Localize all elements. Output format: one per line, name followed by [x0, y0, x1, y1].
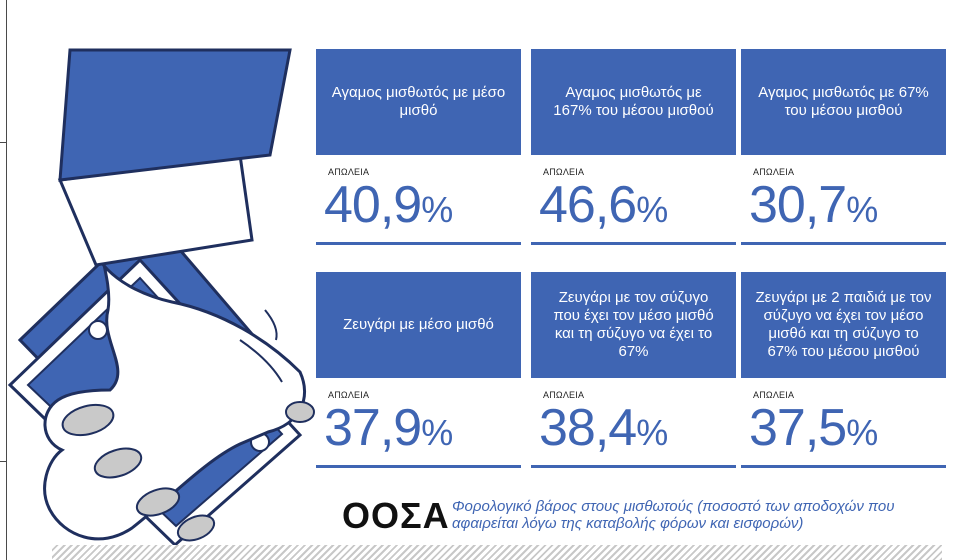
card-unit: %: [421, 189, 453, 230]
card-label: ΑΠΩΛΕΙΑ: [753, 390, 795, 400]
card-rule: [316, 242, 521, 245]
card-title: Ζευγάρι με 2 παιδιά με τον σύζυγο να έχε…: [741, 272, 946, 378]
card-unit: %: [846, 412, 878, 453]
card-title: Αγαμος μισθωτός με 67% του μέσου μισθού: [741, 49, 946, 155]
card-unit: %: [846, 189, 878, 230]
hatched-footer-band: [52, 545, 942, 560]
card-title: Αγαμος μισθωτός με μέσο μισθό: [316, 49, 521, 155]
card-label: ΑΠΩΛΕΙΑ: [543, 167, 585, 177]
card-number: 30,7: [749, 176, 847, 234]
card-title: Αγαμος μισθωτός με 167% του μέσου μισθού: [531, 49, 736, 155]
suit-sleeve: [58, 48, 292, 182]
card-label: ΑΠΩΛΕΙΑ: [328, 167, 370, 177]
card-label: ΑΠΩΛΕΙΑ: [543, 390, 585, 400]
card-value: 38,4%: [539, 402, 736, 459]
card-number: 37,5: [749, 399, 847, 457]
stat-card: Αγαμος μισθωτός με 167% του μέσου μισθού…: [531, 49, 736, 245]
card-rule: [316, 465, 521, 468]
page-edge-line: [6, 0, 7, 560]
stat-card: Ζευγάρι με 2 παιδιά με τον σύζυγο να έχε…: [741, 272, 946, 468]
card-value: 46,6%: [539, 179, 736, 236]
stat-card: Αγαμος μισθωτός με μέσο μισθό ΑΠΩΛΕΙΑ 40…: [316, 49, 521, 245]
page-edge-tick: [0, 461, 7, 462]
card-rule: [531, 465, 736, 468]
hand-holding-money-icon: [7, 48, 315, 548]
card-number: 37,9: [324, 399, 422, 457]
card-title: Ζευγάρι με τον σύζυγο που έχει τον μέσο …: [531, 272, 736, 378]
stat-card: Ζευγάρι με μέσο μισθό ΑΠΩΛΕΙΑ 37,9%: [316, 272, 521, 468]
card-number: 46,6: [539, 176, 637, 234]
card-label: ΑΠΩΛΕΙΑ: [328, 390, 370, 400]
card-unit: %: [421, 412, 453, 453]
card-value: 30,7%: [749, 179, 946, 236]
card-value: 37,5%: [749, 402, 946, 459]
card-value: 40,9%: [324, 179, 521, 236]
card-label: ΑΠΩΛΕΙΑ: [753, 167, 795, 177]
card-title: Ζευγάρι με μέσο μισθό: [316, 272, 521, 378]
card-number: 40,9: [324, 176, 422, 234]
stat-card: Ζευγάρι με τον σύζυγο που έχει τον μέσο …: [531, 272, 736, 468]
card-unit: %: [636, 189, 668, 230]
card-value: 37,9%: [324, 402, 521, 459]
source-name: ΟΟΣΑ: [342, 495, 450, 536]
card-unit: %: [636, 412, 668, 453]
page-edge-tick: [0, 142, 7, 143]
card-rule: [531, 242, 736, 245]
card-number: 38,4: [539, 399, 637, 457]
hand: [43, 214, 315, 542]
source-caption: Φορολογικό βάρος στους μισθωτούς (ποσοστ…: [452, 498, 895, 532]
stat-card: Αγαμος μισθωτός με 67% του μέσου μισθού …: [741, 49, 946, 245]
card-rule: [741, 242, 946, 245]
card-rule: [741, 465, 946, 468]
